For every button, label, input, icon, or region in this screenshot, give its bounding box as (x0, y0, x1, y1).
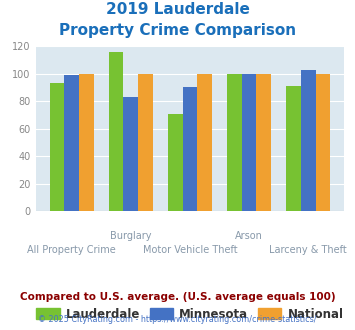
Legend: Lauderdale, Minnesota, National: Lauderdale, Minnesota, National (32, 303, 348, 325)
Bar (286, 86, 301, 211)
Bar (64, 75, 79, 211)
Bar (79, 74, 94, 211)
Text: Arson: Arson (235, 231, 263, 241)
Bar (256, 74, 271, 211)
Text: Larceny & Theft: Larceny & Theft (269, 245, 347, 254)
Text: Compared to U.S. average. (U.S. average equals 100): Compared to U.S. average. (U.S. average … (20, 292, 335, 302)
Bar (168, 114, 182, 211)
Bar (227, 74, 242, 211)
Bar (242, 74, 256, 211)
Text: Burglary: Burglary (110, 231, 152, 241)
Bar (316, 74, 330, 211)
Text: Motor Vehicle Theft: Motor Vehicle Theft (143, 245, 237, 254)
Bar (124, 97, 138, 211)
Text: All Property Crime: All Property Crime (27, 245, 116, 254)
Bar (138, 74, 153, 211)
Text: Property Crime Comparison: Property Crime Comparison (59, 23, 296, 38)
Bar (182, 87, 197, 211)
Text: © 2025 CityRating.com - https://www.cityrating.com/crime-statistics/: © 2025 CityRating.com - https://www.city… (38, 315, 317, 324)
Bar (197, 74, 212, 211)
Text: 2019 Lauderdale: 2019 Lauderdale (105, 2, 250, 16)
Bar (301, 70, 316, 211)
Bar (50, 83, 64, 211)
Bar (109, 52, 124, 211)
